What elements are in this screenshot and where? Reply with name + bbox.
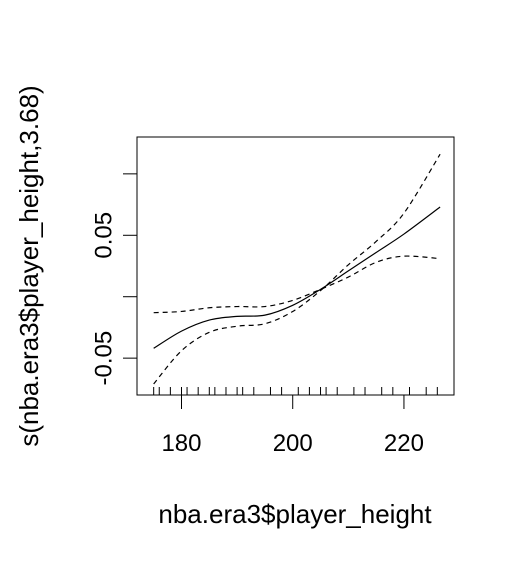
x-tick-label-0: 180 (161, 430, 201, 457)
rug-layer (153, 387, 438, 395)
fit-line (153, 206, 441, 349)
plot-frame (136, 136, 455, 396)
x-axis-label: nba.era3$player_height (158, 499, 432, 529)
confidence-band-line-2 (153, 153, 441, 385)
curves-layer (153, 153, 441, 385)
x-tick-label-1: 200 (273, 430, 313, 457)
y-axis: -0.05 0.05 (90, 173, 137, 386)
x-tick-label-2: 220 (384, 430, 424, 457)
y-tick-label-0: -0.05 (90, 331, 117, 386)
x-axis: 180 200 220 (161, 395, 424, 457)
y-axis-label: s(nba.era3$player_height,3.68) (14, 85, 44, 446)
y-tick-label-2: 0.05 (90, 212, 117, 259)
confidence-band-line-1 (153, 255, 441, 314)
